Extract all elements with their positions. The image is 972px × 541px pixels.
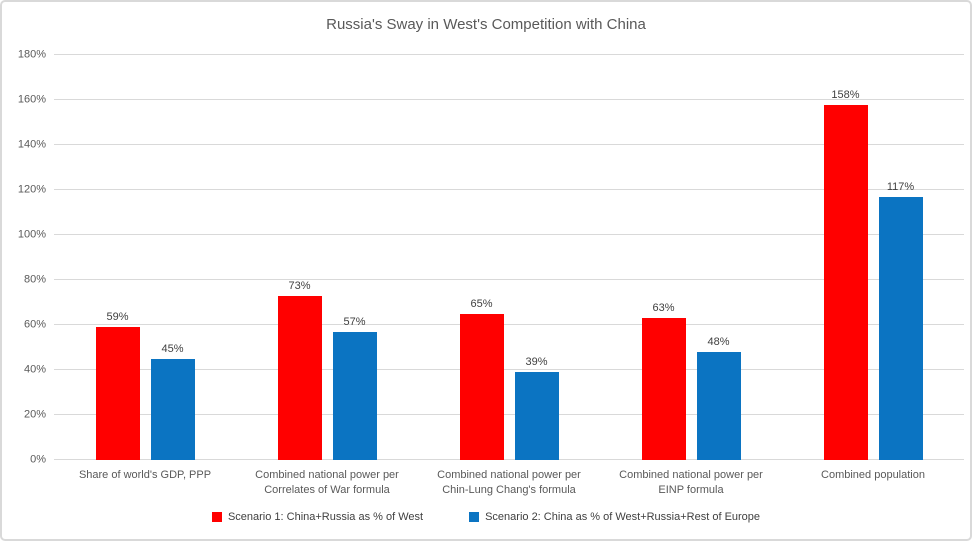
x-axis-category-label: Combined national power per EINP formula: [619, 469, 763, 496]
bar-groups: 59% 45% 73% 57% 65% 39% 63% 48% 158% 117%: [54, 55, 964, 460]
legend-label-scenario2: Scenario 2: China as % of West+Russia+Re…: [485, 511, 761, 523]
bar-value-label: 45%: [161, 342, 184, 355]
bar-series-1: [823, 104, 868, 460]
legend-item-scenario1: Scenario 1: China+Russia as % of West: [211, 511, 424, 523]
bar-value-label: 65%: [470, 297, 493, 310]
bar-column: 73%: [277, 55, 322, 460]
plot-area: 59% 45% 73% 57% 65% 39% 63% 48% 158% 117%: [54, 54, 964, 460]
bar-column: 65%: [459, 55, 504, 460]
legend-item-scenario2: Scenario 2: China as % of West+Russia+Re…: [469, 511, 760, 523]
gridline: [54, 414, 964, 415]
bar-group: 73% 57%: [236, 55, 418, 460]
bar-group: 65% 39%: [418, 55, 600, 460]
gridline: [54, 189, 964, 191]
bar-group: 59% 45%: [54, 55, 236, 460]
gridline: [54, 99, 964, 100]
bar-column: 63%: [641, 55, 686, 460]
chart-title: Russia's Sway in West's Competition with…: [326, 16, 646, 33]
bar-value-label: 48%: [707, 336, 730, 348]
bar-column: 48%: [696, 55, 741, 460]
y-axis-tick-label: 160%: [17, 93, 46, 106]
gridline: [54, 144, 964, 145]
bar-column: 59%: [95, 55, 140, 460]
bar-group: 158% 117%: [782, 55, 964, 460]
legend: Scenario 1: China+Russia as % of West Sc…: [2, 511, 970, 523]
y-axis-tick-label: 140%: [17, 138, 46, 151]
bar-column: 57%: [332, 55, 377, 460]
bar-series-1: [641, 318, 686, 460]
gridline: [54, 234, 964, 235]
bar-value-label: 117%: [886, 180, 915, 193]
bar-series-1: [277, 295, 322, 460]
gridline: [54, 279, 964, 280]
bar-group: 63% 48%: [600, 55, 782, 460]
bar-value-label: 39%: [525, 356, 548, 369]
gridline: [54, 54, 964, 55]
y-axis: 0% 20% 40% 60% 80% 100% 120% 140% 160% 180%: [8, 49, 46, 465]
bar-column: 45%: [150, 55, 195, 460]
x-axis-category-label: Combined population: [821, 469, 925, 481]
y-axis-tick-label: 100%: [17, 228, 46, 241]
bar-column: 39%: [514, 55, 559, 460]
bar-series-1: [459, 313, 504, 460]
bar-value-label: 73%: [288, 279, 311, 292]
y-axis-tick-label: 180%: [17, 48, 46, 61]
gridline: [54, 324, 964, 326]
y-axis-tick-label: 120%: [17, 183, 46, 196]
y-axis-tick-label: 80%: [23, 273, 46, 286]
bar-value-label: 59%: [106, 311, 129, 324]
series2-swatch-icon: [469, 512, 480, 522]
gridline: [54, 459, 964, 460]
bar-value-label: 57%: [343, 315, 366, 328]
y-axis-tick-label: 40%: [23, 363, 46, 376]
bar-value-label: 63%: [652, 302, 675, 315]
x-axis-category-label: Combined national power per Chin-Lung Ch…: [437, 469, 581, 496]
bar-value-label: 158%: [831, 88, 860, 101]
y-axis-tick-label: 60%: [23, 318, 46, 331]
bar-series-2: [514, 372, 559, 460]
bar-series-2: [696, 352, 741, 460]
y-axis-tick-label: 0%: [30, 453, 46, 466]
x-axis-category-label: Share of world's GDP, PPP: [78, 469, 212, 481]
y-axis-tick-label: 20%: [23, 408, 46, 421]
bar-series-2: [878, 196, 923, 460]
gridline: [54, 369, 964, 370]
bar-column: 117%: [878, 55, 923, 460]
bar-column: 158%: [823, 55, 868, 460]
bar-series-2: [150, 358, 195, 460]
bar-series-1: [95, 327, 140, 460]
x-axis-labels: Share of world's GDP, PPP Combined nation…: [54, 468, 964, 498]
legend-label-scenario1: Scenario 1: China+Russia as % of West: [227, 511, 424, 523]
x-axis-category-label: Combined national power per Correlates o…: [255, 469, 399, 496]
bar-series-2: [332, 331, 377, 460]
series1-swatch-icon: [211, 512, 222, 522]
